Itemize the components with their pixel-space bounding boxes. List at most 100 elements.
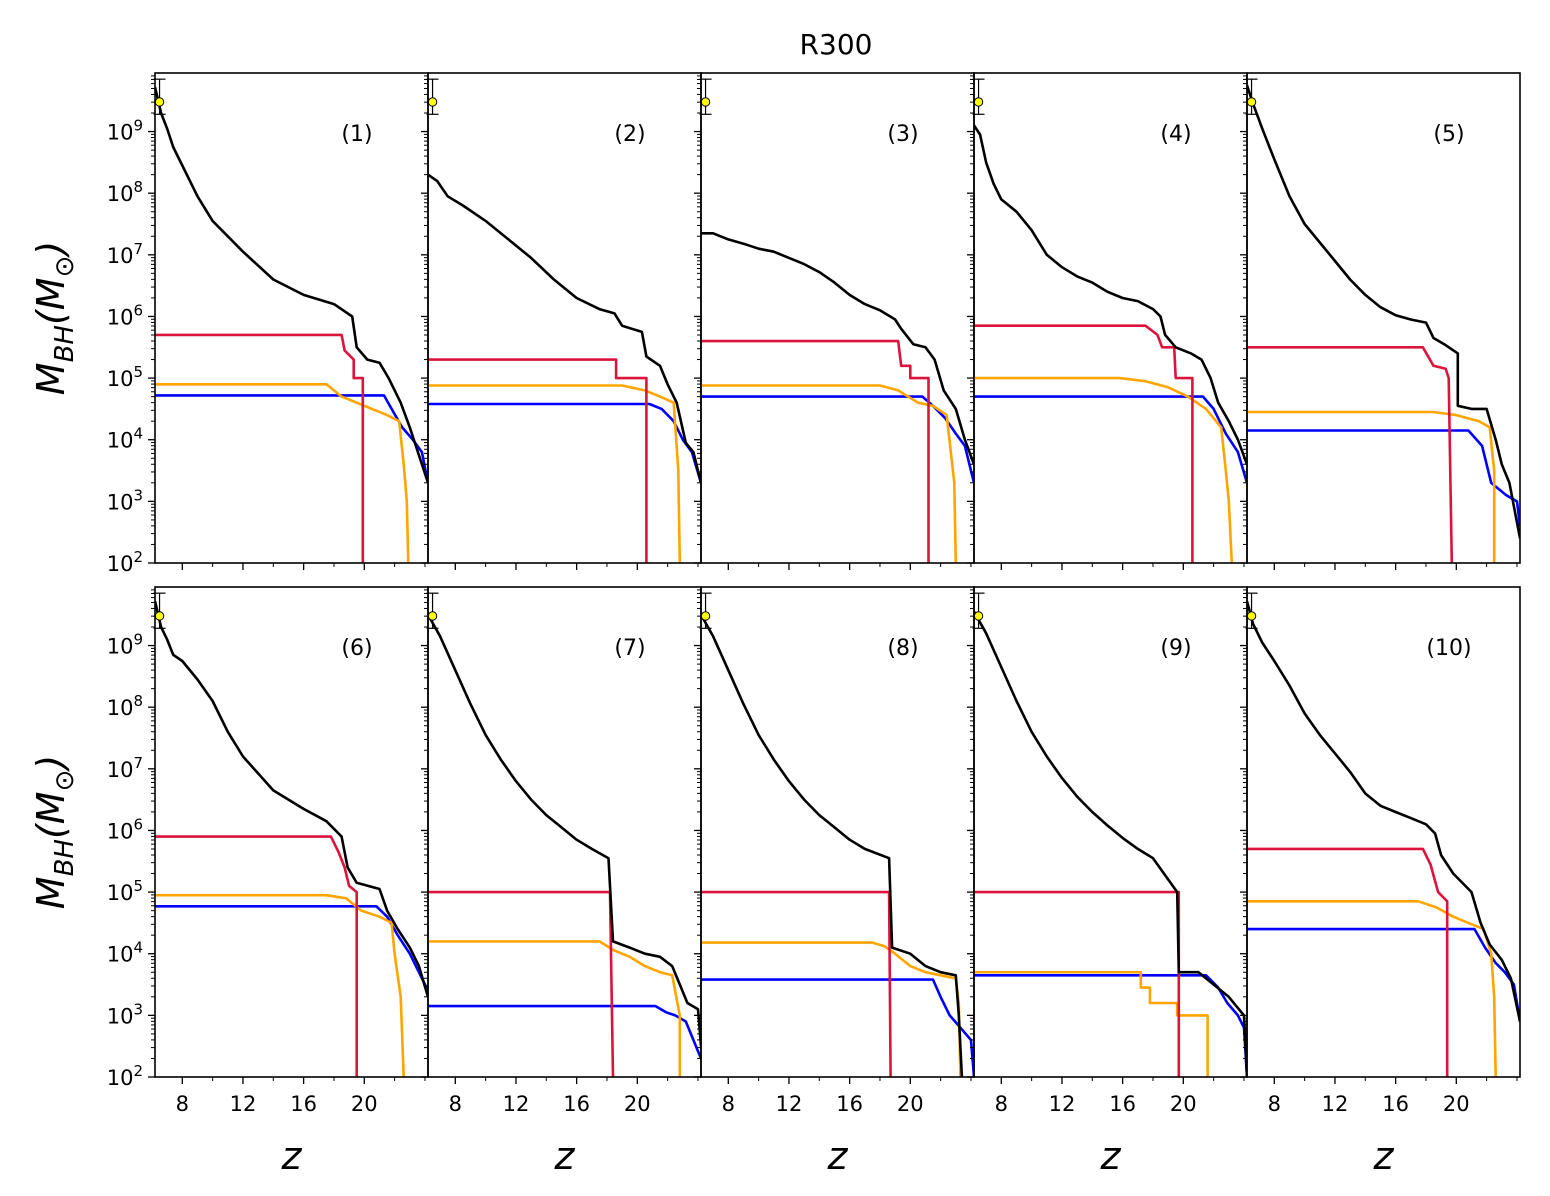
red-line — [974, 324, 1194, 563]
blue-line — [155, 904, 428, 992]
total-line — [974, 124, 1247, 465]
blue-line — [1247, 429, 1520, 527]
y-tick-label: 106 — [107, 815, 143, 843]
panel-frame — [973, 72, 1248, 564]
panel-label: (8) — [887, 636, 918, 661]
orange-line — [155, 382, 410, 563]
x-tick-label: 12 — [776, 1092, 803, 1116]
x-tick-label: 12 — [1049, 1092, 1076, 1116]
x-tick-label: 12 — [503, 1092, 530, 1116]
y-label-m: M — [29, 362, 73, 395]
total-line — [974, 611, 1247, 1077]
panel-label: (4) — [1160, 122, 1191, 147]
panels-group: (1) 102 103 104 105 106 107 108 109 (2) (3) (4) (5) (… — [107, 72, 1521, 1178]
total-line — [1247, 84, 1520, 539]
y-tick-label: 103 — [107, 1000, 143, 1028]
x-tick-label: 16 — [563, 1092, 590, 1116]
y-tick-label: 108 — [107, 692, 143, 720]
panel-frame — [154, 72, 429, 564]
y-label-sun: ⊙ — [50, 770, 80, 792]
blue-line — [428, 402, 701, 484]
panel-1: (1) 102 103 104 105 106 107 108 109 — [107, 72, 429, 576]
orange-line — [701, 384, 958, 563]
panel-9: (9) 8 12 16 20 z — [967, 586, 1248, 1178]
panel-label: (7) — [614, 636, 645, 661]
x-tick-label: 20 — [624, 1092, 651, 1116]
observed-marker — [1246, 97, 1257, 107]
x-tick-label: 20 — [1170, 1092, 1197, 1116]
x-axis-label: z — [1373, 1134, 1395, 1178]
panel-label: (6) — [341, 636, 372, 661]
x-axis-label: z — [1100, 1134, 1122, 1178]
orange-line — [428, 940, 682, 1077]
observed-marker — [973, 611, 984, 621]
orange-line — [974, 970, 1209, 1077]
panel-3: (3) — [694, 72, 975, 570]
panel-frame — [973, 586, 1248, 1078]
y-tick-label: 107 — [107, 754, 143, 782]
panel-label: (2) — [614, 122, 645, 147]
panel-label: (9) — [1160, 636, 1191, 661]
blue-line — [701, 395, 974, 484]
y-axis-label-top: MBH(M⊙) — [29, 241, 80, 395]
red-line — [428, 890, 615, 1077]
x-tick-label: 8 — [722, 1092, 735, 1116]
panel-8: (8) 8 12 16 20 z — [694, 586, 975, 1178]
x-tick-label: 20 — [1443, 1092, 1470, 1116]
x-tick-label: 8 — [995, 1092, 1008, 1116]
panel-frame — [700, 72, 975, 564]
orange-line — [1247, 410, 1496, 563]
total-line — [1247, 600, 1520, 1022]
y-label-m: M — [29, 876, 73, 909]
y-tick-label: 105 — [107, 877, 143, 905]
blue-line — [974, 973, 1247, 1077]
red-line — [974, 890, 1181, 1077]
figure-title: R300 — [800, 28, 873, 61]
y-tick-label: 105 — [107, 363, 143, 391]
observed-marker — [154, 611, 165, 621]
y-label-sub: BH — [50, 839, 80, 876]
x-tick-label: 12 — [1322, 1092, 1349, 1116]
panel-frame — [427, 72, 702, 564]
y-label-sub: BH — [50, 325, 80, 362]
panel-label: (3) — [887, 122, 918, 147]
panel-frame — [1246, 72, 1521, 564]
panel-7: (7) 8 12 16 20 z — [421, 586, 702, 1178]
y-tick-label: 102 — [107, 1062, 143, 1090]
panel-label: (5) — [1433, 122, 1464, 147]
orange-line — [1247, 899, 1497, 1077]
red-line — [1247, 345, 1454, 563]
observed-marker — [700, 611, 711, 621]
total-line — [701, 232, 974, 465]
x-tick-label: 8 — [176, 1092, 189, 1116]
x-tick-label: 20 — [351, 1092, 378, 1116]
y-tick-label: 104 — [107, 939, 143, 967]
x-tick-label: 16 — [1109, 1092, 1136, 1116]
x-tick-label: 20 — [897, 1092, 924, 1116]
observed-marker — [973, 97, 984, 107]
y-tick-label: 103 — [107, 486, 143, 514]
observed-marker — [1246, 611, 1257, 621]
blue-line — [701, 978, 974, 1077]
panel-label: (10) — [1426, 636, 1471, 661]
blue-line — [974, 395, 1247, 484]
y-tick-label: 109 — [107, 117, 143, 145]
observed-marker — [427, 611, 438, 621]
y-tick-label: 107 — [107, 240, 143, 268]
x-tick-label: 8 — [449, 1092, 462, 1116]
blue-line — [155, 394, 428, 484]
y-tick-label: 106 — [107, 301, 143, 329]
x-tick-label: 8 — [1268, 1092, 1281, 1116]
panel-label: (1) — [341, 122, 372, 147]
panel-10: (10) 8 12 16 20 z — [1240, 586, 1521, 1178]
y-label-close: ) — [29, 755, 73, 773]
panel-6: (6) 102 103 104 105 106 107 108 109 8 12 16 20 z — [107, 586, 429, 1178]
y-label-close: ) — [29, 241, 73, 259]
y-tick-label: 108 — [107, 178, 143, 206]
x-axis-label: z — [281, 1134, 303, 1178]
orange-line — [155, 893, 405, 1077]
x-axis-label: z — [554, 1134, 576, 1178]
red-line — [701, 339, 930, 563]
total-line — [428, 173, 701, 484]
